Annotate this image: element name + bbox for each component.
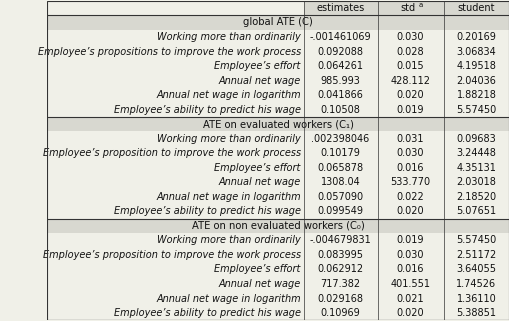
Text: Working more than ordinarily: Working more than ordinarily <box>157 32 300 42</box>
Text: -.004679831: -.004679831 <box>309 235 371 245</box>
Text: 0.021: 0.021 <box>396 293 423 304</box>
Text: 717.382: 717.382 <box>320 279 360 289</box>
Text: 0.083995: 0.083995 <box>317 250 363 260</box>
Text: 3.24448: 3.24448 <box>456 148 495 158</box>
Text: ATE on evaluated workers (C₁): ATE on evaluated workers (C₁) <box>202 119 353 129</box>
Text: 1308.04: 1308.04 <box>320 177 360 187</box>
Text: 1.88218: 1.88218 <box>456 90 495 100</box>
Text: Annual net wage: Annual net wage <box>218 279 300 289</box>
Text: 0.020: 0.020 <box>396 308 423 318</box>
Text: Employee’s effort: Employee’s effort <box>214 61 300 71</box>
Text: Annual net wage in logarithm: Annual net wage in logarithm <box>156 293 300 304</box>
Text: 2.03018: 2.03018 <box>456 177 495 187</box>
Text: global ATE (C): global ATE (C) <box>243 17 313 28</box>
Text: 0.019: 0.019 <box>396 235 423 245</box>
Bar <box>47 117 508 131</box>
Text: 0.041866: 0.041866 <box>317 90 363 100</box>
Text: 4.19518: 4.19518 <box>456 61 495 71</box>
Text: 1.36110: 1.36110 <box>456 293 495 304</box>
Text: 0.099549: 0.099549 <box>317 206 363 216</box>
Text: 4.35131: 4.35131 <box>456 163 495 173</box>
Bar <box>47 15 508 30</box>
Text: 0.10969: 0.10969 <box>320 308 360 318</box>
Text: 2.18520: 2.18520 <box>456 192 496 202</box>
Text: 0.10179: 0.10179 <box>320 148 360 158</box>
Text: 0.029168: 0.029168 <box>317 293 363 304</box>
Text: Annual net wage: Annual net wage <box>218 177 300 187</box>
Text: 0.10508: 0.10508 <box>320 105 360 115</box>
Text: 0.09683: 0.09683 <box>456 134 495 144</box>
Text: 0.022: 0.022 <box>396 192 423 202</box>
Text: .002398046: .002398046 <box>311 134 369 144</box>
Text: Annual net wage: Annual net wage <box>218 76 300 86</box>
Text: Annual net wage in logarithm: Annual net wage in logarithm <box>156 192 300 202</box>
Text: -.001461069: -.001461069 <box>309 32 371 42</box>
Text: Employee’s effort: Employee’s effort <box>214 163 300 173</box>
Text: Employee’s ability to predict his wage: Employee’s ability to predict his wage <box>114 206 300 216</box>
Text: std: std <box>400 3 415 13</box>
Text: 0.030: 0.030 <box>396 148 423 158</box>
Text: 5.38851: 5.38851 <box>456 308 495 318</box>
Text: Working more than ordinarily: Working more than ordinarily <box>157 235 300 245</box>
Text: 0.065878: 0.065878 <box>317 163 363 173</box>
Text: a: a <box>418 2 422 8</box>
Text: 0.030: 0.030 <box>396 250 423 260</box>
Text: 0.016: 0.016 <box>396 163 423 173</box>
Text: 0.015: 0.015 <box>396 61 423 71</box>
Text: 0.031: 0.031 <box>396 134 423 144</box>
Text: 533.770: 533.770 <box>390 177 430 187</box>
Text: Employee’s ability to predict his wage: Employee’s ability to predict his wage <box>114 308 300 318</box>
Text: 428.112: 428.112 <box>390 76 430 86</box>
Text: 2.51172: 2.51172 <box>456 250 496 260</box>
Text: 5.57450: 5.57450 <box>456 105 496 115</box>
Text: 0.20169: 0.20169 <box>456 32 495 42</box>
Text: 0.030: 0.030 <box>396 32 423 42</box>
Text: 1.74526: 1.74526 <box>456 279 496 289</box>
Text: 0.020: 0.020 <box>396 206 423 216</box>
Text: Working more than ordinarily: Working more than ordinarily <box>157 134 300 144</box>
Text: Employee’s ability to predict his wage: Employee’s ability to predict his wage <box>114 105 300 115</box>
Text: 0.092088: 0.092088 <box>317 47 363 56</box>
Text: 5.07651: 5.07651 <box>456 206 496 216</box>
Text: 0.019: 0.019 <box>396 105 423 115</box>
Text: 0.057090: 0.057090 <box>317 192 363 202</box>
Text: 3.64055: 3.64055 <box>456 265 495 274</box>
Text: 0.020: 0.020 <box>396 90 423 100</box>
Text: estimates: estimates <box>316 3 364 13</box>
Text: 5.57450: 5.57450 <box>456 235 496 245</box>
Text: 985.993: 985.993 <box>320 76 360 86</box>
Text: 3.06834: 3.06834 <box>456 47 495 56</box>
Text: 0.016: 0.016 <box>396 265 423 274</box>
Text: Annual net wage in logarithm: Annual net wage in logarithm <box>156 90 300 100</box>
Text: 401.551: 401.551 <box>390 279 430 289</box>
Text: Employee’s proposition to improve the work process: Employee’s proposition to improve the wo… <box>43 250 300 260</box>
Text: 0.062912: 0.062912 <box>317 265 363 274</box>
Bar <box>303 1 508 15</box>
Text: ATE on non evaluated workers (C₀): ATE on non evaluated workers (C₀) <box>191 221 364 231</box>
Text: 2.04036: 2.04036 <box>456 76 495 86</box>
Text: Employee’s propositions to improve the work process: Employee’s propositions to improve the w… <box>38 47 300 56</box>
Bar <box>47 219 508 233</box>
Text: Employee’s proposition to improve the work process: Employee’s proposition to improve the wo… <box>43 148 300 158</box>
Text: 0.064261: 0.064261 <box>317 61 363 71</box>
Text: student: student <box>457 3 494 13</box>
Text: 0.028: 0.028 <box>396 47 423 56</box>
Text: Employee’s effort: Employee’s effort <box>214 265 300 274</box>
